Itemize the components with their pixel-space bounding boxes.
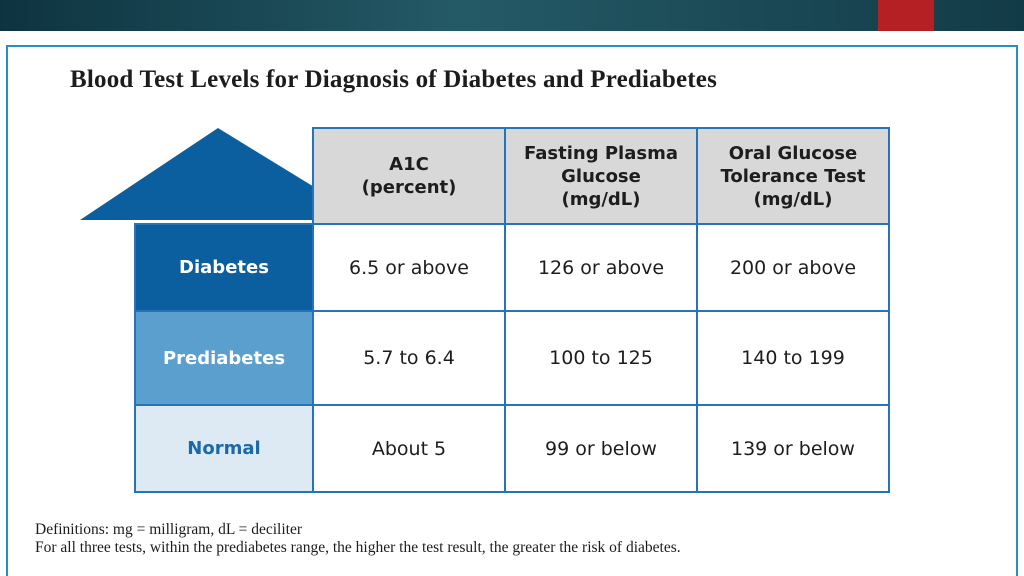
table-cell: 99 or below: [504, 404, 698, 493]
row-label-prediabetes: Prediabetes: [134, 310, 314, 406]
definitions-note: Definitions: mg = milligram, dL = decili…: [35, 521, 1005, 557]
row-label-diabetes: Diabetes: [134, 223, 314, 312]
column-header-line: (mg/dL): [753, 188, 833, 210]
column-header-a1c: A1C (percent): [312, 127, 506, 225]
column-header-line: Glucose: [561, 165, 641, 187]
column-header-line: Tolerance Test: [720, 165, 866, 187]
table-cell: 100 to 125: [504, 310, 698, 406]
table-corner: [135, 128, 313, 224]
column-header-line: Oral Glucose: [728, 142, 858, 164]
column-header-fasting-plasma-glucose: Fasting Plasma Glucose (mg/dL): [504, 127, 698, 225]
table-row-prediabetes: Prediabetes 5.7 to 6.4 100 to 125 140 to…: [134, 310, 890, 406]
column-header-line: (percent): [361, 177, 457, 198]
table-row-diabetes: Diabetes 6.5 or above 126 or above 200 o…: [134, 223, 890, 312]
slide-header-bar: [0, 0, 1024, 31]
up-arrow-icon: [80, 128, 368, 220]
header-accent-block: [878, 0, 934, 31]
column-header-oral-glucose-tolerance-test: Oral Glucose Tolerance Test (mg/dL): [696, 127, 890, 225]
column-header-line: (mg/dL): [561, 188, 641, 210]
column-header-line: Fasting Plasma: [524, 142, 678, 164]
column-header-line: A1C: [389, 154, 429, 175]
table-cell: 140 to 199: [696, 310, 890, 406]
table-cell: 5.7 to 6.4: [312, 310, 506, 406]
table-cell: About 5: [312, 404, 506, 493]
definitions-line: Definitions: mg = milligram, dL = decili…: [35, 521, 303, 538]
table-cell: 139 or below: [696, 404, 890, 493]
row-label-normal: Normal: [134, 404, 314, 493]
figure-title: Blood Test Levels for Diagnosis of Diabe…: [70, 66, 718, 93]
table-cell: 126 or above: [504, 223, 698, 312]
table-cell: 6.5 or above: [312, 223, 506, 312]
table-header-row: A1C (percent) Fasting Plasma Glucose (mg…: [135, 127, 890, 225]
risk-note-line: For all three tests, within the prediabe…: [35, 539, 681, 556]
table-row-normal: Normal About 5 99 or below 139 or below: [134, 404, 890, 493]
diagnosis-table: A1C (percent) Fasting Plasma Glucose (mg…: [134, 127, 890, 493]
figure-frame: [6, 45, 1018, 576]
table-cell: 200 or above: [696, 223, 890, 312]
